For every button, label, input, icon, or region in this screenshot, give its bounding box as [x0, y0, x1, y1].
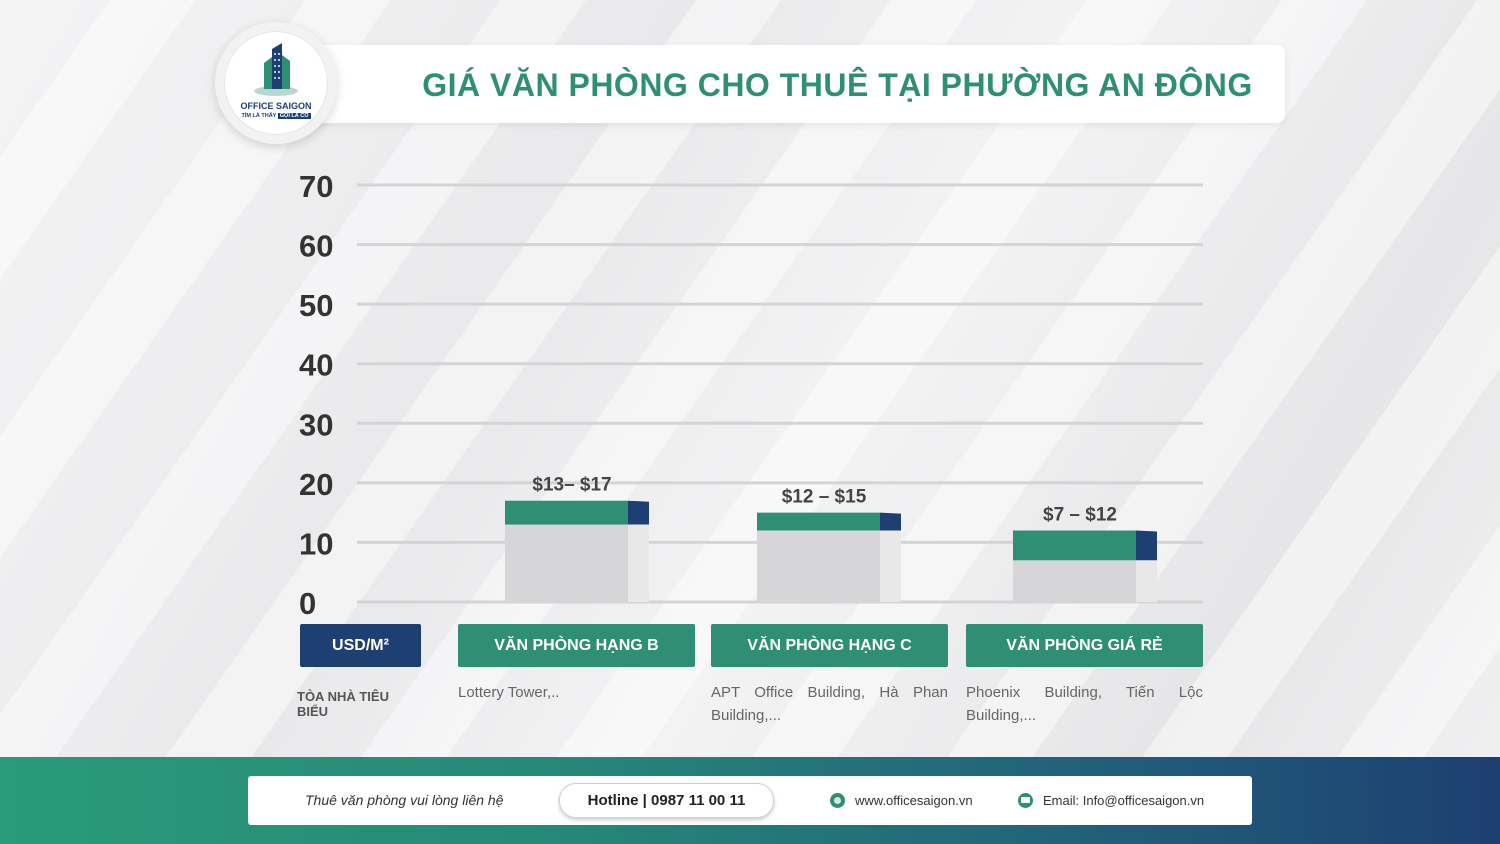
bar-range-side — [628, 500, 649, 525]
unit-label: USD/M² — [300, 624, 421, 667]
bar-value-label: $12 – $15 — [782, 487, 867, 508]
category-hang-c: VĂN PHÒNG HẠNG C — [711, 624, 948, 667]
logo-badge: OFFICE SAIGON TÌM LÀ THẤY GỌI LÀ CÓ — [224, 31, 328, 135]
y-tick-label: 40 — [299, 348, 333, 383]
logo-slogan-a: TÌM LÀ THẤY — [241, 113, 277, 119]
y-tick-label: 70 — [299, 169, 333, 204]
bar-value-label: $7 – $12 — [1043, 505, 1117, 526]
y-axis-ticks: 0 10 20 30 40 50 60 70 — [299, 169, 333, 621]
bar-2: $7 – $12 — [1013, 505, 1157, 602]
category-hang-b: VĂN PHÒNG HẠNG B — [458, 624, 695, 667]
mail-icon — [1018, 793, 1033, 809]
y-tick-label: 60 — [299, 229, 333, 264]
globe-icon — [830, 793, 845, 809]
bar-base-side — [1136, 560, 1157, 602]
logo: OFFICE SAIGON TÌM LÀ THẤY GỌI LÀ CÓ — [215, 22, 337, 144]
website-link[interactable]: www.officesaigon.vn — [830, 776, 973, 825]
bar-base-side — [880, 530, 901, 602]
y-tick-label: 30 — [299, 407, 333, 442]
website-text: www.officesaigon.vn — [855, 793, 973, 808]
bar-value-label: $13– $17 — [532, 475, 611, 496]
page-title: GIÁ VĂN PHÒNG CHO THUÊ TẠI PHƯỜNG AN ĐÔN… — [422, 67, 1253, 103]
email-link[interactable]: Email: Info@officesaigon.vn — [1018, 776, 1204, 825]
logo-slogan: TÌM LÀ THẤY GỌI LÀ CÓ — [224, 113, 328, 119]
title-card: GIÁ VĂN PHÒNG CHO THUÊ TẠI PHƯỜNG AN ĐÔN… — [300, 45, 1285, 123]
buildings-hang-c: APT Office Building, Hà Phan Building,..… — [711, 684, 948, 724]
bar-base — [505, 524, 628, 602]
buildings-hang-b: Lottery Tower,.. — [458, 684, 560, 701]
bar-base-side — [628, 524, 649, 602]
email-text: Email: Info@officesaigon.vn — [1043, 793, 1205, 808]
bar-range — [1013, 530, 1136, 561]
bar-1: $12 – $15 — [757, 487, 901, 602]
bar-range-side — [880, 512, 901, 531]
footer-card: Thuê văn phòng vui lòng liên hệ Hotline … — [248, 776, 1252, 825]
hotline-button[interactable]: Hotline | 0987 11 00 11 — [559, 783, 774, 818]
bar-base — [757, 530, 880, 602]
buildings-gia-re: Phoenix Building, Tiến Lộc Building,... — [966, 684, 1203, 724]
y-tick-label: 20 — [299, 467, 333, 502]
bar-base — [1013, 560, 1136, 602]
y-tick-label: 50 — [299, 288, 333, 323]
bar-range — [505, 500, 628, 525]
chart-bars: $13– $17 $12 – $15 $7 – $12 — [505, 475, 1157, 602]
category-gia-re: VĂN PHÒNG GIÁ RẺ — [966, 624, 1203, 667]
y-tick-label: 0 — [299, 586, 316, 621]
bar-range-side — [1136, 530, 1157, 561]
footer: Thuê văn phòng vui lòng liên hệ Hotline … — [0, 757, 1500, 844]
y-tick-label: 10 — [299, 526, 333, 561]
buildings-row-label: TÒA NHÀ TIÊU BIỂU — [297, 689, 389, 719]
building-icon — [254, 43, 298, 96]
bar-0: $13– $17 — [505, 475, 649, 602]
bar-range — [757, 512, 880, 531]
logo-name: OFFICE SAIGON — [240, 101, 312, 111]
contact-text: Thuê văn phòng vui lòng liên hệ — [305, 792, 504, 808]
logo-slogan-b: GỌI LÀ CÓ — [277, 113, 311, 119]
